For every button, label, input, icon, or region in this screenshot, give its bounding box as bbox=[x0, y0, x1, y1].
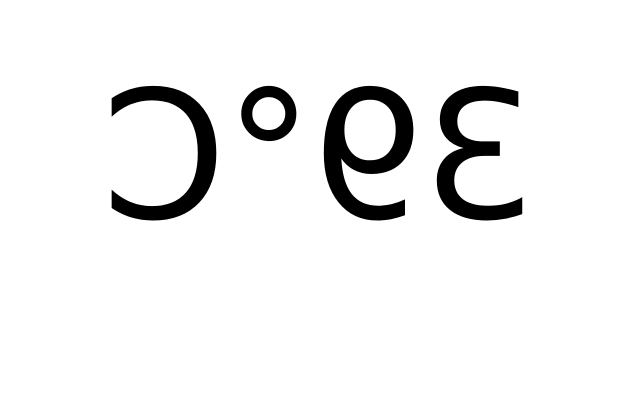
temperature-text: 39°C bbox=[104, 53, 536, 260]
